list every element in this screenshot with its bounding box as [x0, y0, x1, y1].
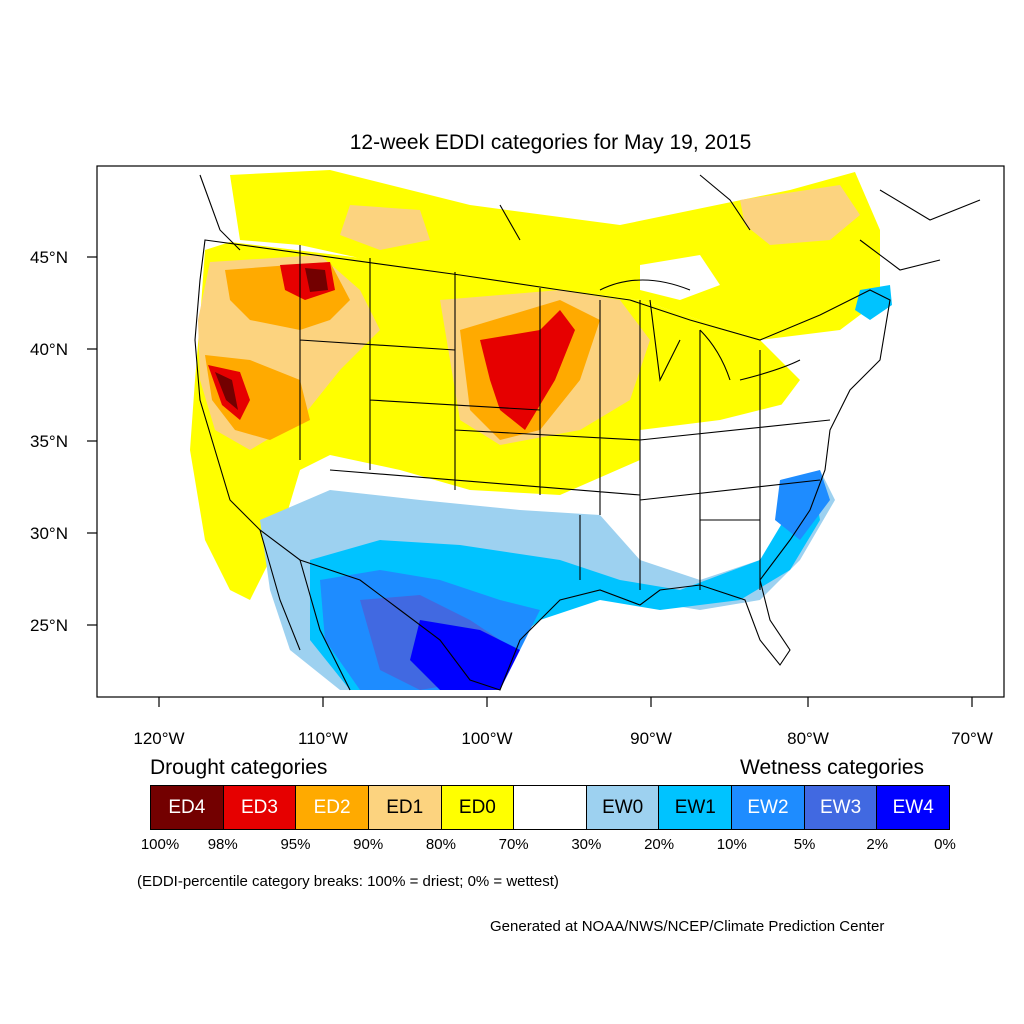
eddi-map: 45°N 40°N 35°N 30°N 25°N 120°W 110°W 100…	[30, 165, 1005, 748]
lat-tick-label: 35°N	[30, 432, 68, 451]
lon-tick-label: 110°W	[298, 729, 348, 748]
legend-box-ed2: ED2	[296, 786, 369, 829]
legend-box-ed4: ED4	[151, 786, 224, 829]
credit-line: Generated at NOAA/NWS/NCEP/Climate Predi…	[490, 918, 885, 935]
drought-categories-heading: Drought categories	[150, 756, 328, 779]
lon-tick-label: 70°W	[951, 729, 993, 748]
lat-tick-label: 40°N	[30, 340, 68, 359]
lon-tick-label: 90°W	[630, 729, 672, 748]
legend-break-label: 20%	[644, 836, 675, 853]
category-legend-bar: ED4 ED3 ED2 ED1 ED0 EW0 EW1 EW2 EW3 EW4	[150, 785, 950, 830]
canada-coastline	[199, 174, 981, 271]
california-ed4-region	[215, 372, 238, 410]
lon-tick-label: 120°W	[133, 729, 184, 748]
legend-break-label: 90%	[353, 836, 384, 853]
lat-tick-label: 45°N	[30, 248, 68, 267]
category-breaks-note: (EDDI-percentile category breaks: 100% =…	[137, 873, 559, 890]
legend-break-label: 98%	[207, 836, 238, 853]
legend-box-ed0: ED0	[441, 786, 515, 829]
legend-box-ew3: EW3	[804, 786, 878, 829]
montana-ed4-region	[305, 268, 328, 292]
canada-orange-patch-east	[740, 185, 860, 245]
legend-break-label: 80%	[425, 836, 456, 853]
legend-box-ew1: EW1	[659, 786, 733, 829]
map-title: 12-week EDDI categories for May 19, 2015	[349, 131, 752, 154]
lon-tick-label: 80°W	[787, 729, 829, 748]
lat-tick-label: 30°N	[30, 524, 68, 543]
canada-white-patch	[640, 255, 720, 300]
plains-ed3-region	[480, 310, 575, 430]
legend-break-label: 95%	[280, 836, 311, 853]
latitude-axis	[87, 256, 97, 626]
new-england-ew1-region	[855, 285, 892, 320]
legend-box-ew0: EW0	[586, 786, 660, 829]
legend-box-neutral	[514, 786, 587, 829]
us-border-outline	[194, 239, 891, 691]
legend-break-label: 0%	[934, 836, 956, 853]
legend-box-ew4: EW4	[877, 786, 950, 829]
legend-break-label: 10%	[716, 836, 747, 853]
legend-break-label: 100%	[140, 836, 180, 853]
legend-break-label: 30%	[571, 836, 602, 853]
east-coast-ew2-region	[775, 470, 830, 540]
lon-tick-label: 100°W	[461, 729, 512, 748]
mexico-outline	[259, 529, 351, 691]
map-frame	[96, 165, 1005, 698]
lat-tick-label: 25°N	[30, 616, 68, 635]
legend-box-ew2: EW2	[732, 786, 805, 829]
legend-box-ed3: ED3	[223, 786, 297, 829]
legend-break-label: 5%	[793, 836, 816, 853]
legend-break-label: 2%	[866, 836, 889, 853]
great-lakes-outline	[599, 279, 801, 382]
state-lines	[299, 245, 831, 590]
legend-break-label: 70%	[498, 836, 529, 853]
wetness-categories-heading: Wetness categories	[740, 756, 925, 779]
canada-orange-patch-west	[340, 205, 430, 250]
longitude-axis	[158, 697, 973, 707]
legend-box-ed1: ED1	[368, 786, 442, 829]
